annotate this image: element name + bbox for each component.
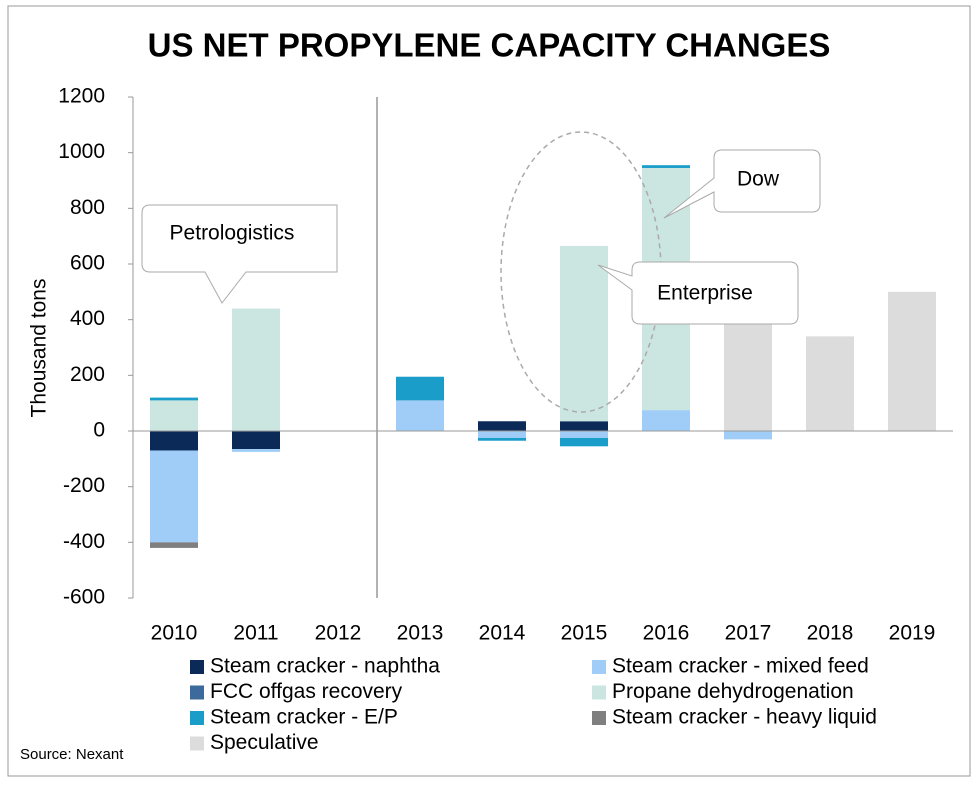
legend-label: Propane dehydrogenation — [612, 680, 854, 703]
legend-swatch — [190, 711, 204, 725]
bar — [478, 431, 526, 438]
legend-swatch — [592, 685, 606, 700]
legend-swatch — [190, 685, 204, 700]
chart-title: US NET PROPYLENE CAPACITY CHANGES — [148, 27, 831, 64]
y-axis-label: Thousand tons — [28, 279, 51, 418]
bar — [150, 542, 198, 548]
bar — [150, 400, 198, 431]
legend-swatch — [592, 711, 606, 725]
callout — [141, 204, 338, 304]
y-tick-label: 200 — [70, 363, 105, 386]
x-tick-label: 2010 — [151, 622, 198, 645]
y-tick-label: 600 — [70, 252, 105, 275]
legend-label: FCC offgas recovery — [210, 680, 403, 703]
bar — [478, 421, 526, 431]
callout — [663, 149, 821, 219]
legend-swatch — [190, 660, 204, 674]
bar — [724, 431, 772, 440]
y-tick-label: 800 — [70, 196, 105, 219]
bar — [560, 431, 608, 438]
y-tick-label: 400 — [70, 307, 105, 330]
legend-label: Steam cracker - heavy liquid — [612, 706, 877, 729]
bar — [150, 431, 198, 451]
bar — [150, 397, 198, 401]
y-tick-label: 0 — [93, 419, 105, 442]
bar — [396, 376, 444, 401]
legend-swatch — [190, 736, 204, 751]
x-tick-label: 2012 — [315, 622, 362, 645]
callout — [597, 261, 799, 325]
legend-label: Speculative — [210, 731, 319, 754]
annotation: Petrologistics — [170, 222, 295, 245]
y-tick-label: 1000 — [58, 140, 105, 163]
x-tick-label: 2019 — [889, 622, 936, 645]
legend-swatch — [592, 660, 606, 674]
y-tick-label: -200 — [63, 474, 105, 497]
x-tick-label: 2011 — [233, 622, 278, 645]
legend-label: Steam cracker - naphtha — [210, 655, 440, 678]
legend-label: Steam cracker - E/P — [210, 706, 398, 729]
x-tick-label: 2014 — [479, 622, 526, 645]
bar — [888, 291, 936, 431]
x-tick-label: 2015 — [561, 622, 608, 645]
legend-label: Steam cracker - mixed feed — [612, 655, 869, 678]
bar — [232, 431, 280, 450]
bar — [396, 400, 444, 431]
x-tick-label: 2017 — [725, 622, 772, 645]
bar — [560, 437, 608, 447]
bar — [724, 308, 772, 431]
bar — [642, 165, 690, 168]
bar — [642, 410, 690, 431]
annotation: Enterprise — [657, 282, 753, 305]
y-tick-label: 1200 — [58, 85, 105, 108]
bar — [232, 449, 280, 452]
y-tick-label: -400 — [63, 530, 105, 553]
bar — [560, 421, 608, 431]
bar — [232, 308, 280, 431]
x-tick-label: 2018 — [807, 622, 854, 645]
source: Source: Nexant — [20, 746, 124, 763]
x-tick-label: 2016 — [643, 622, 690, 645]
bar — [806, 336, 854, 431]
annotation: Dow — [737, 168, 780, 191]
bar — [150, 450, 198, 543]
y-tick-label: -600 — [63, 586, 105, 609]
bar — [560, 245, 608, 422]
x-tick-label: 2013 — [397, 622, 444, 645]
bar — [478, 437, 526, 441]
